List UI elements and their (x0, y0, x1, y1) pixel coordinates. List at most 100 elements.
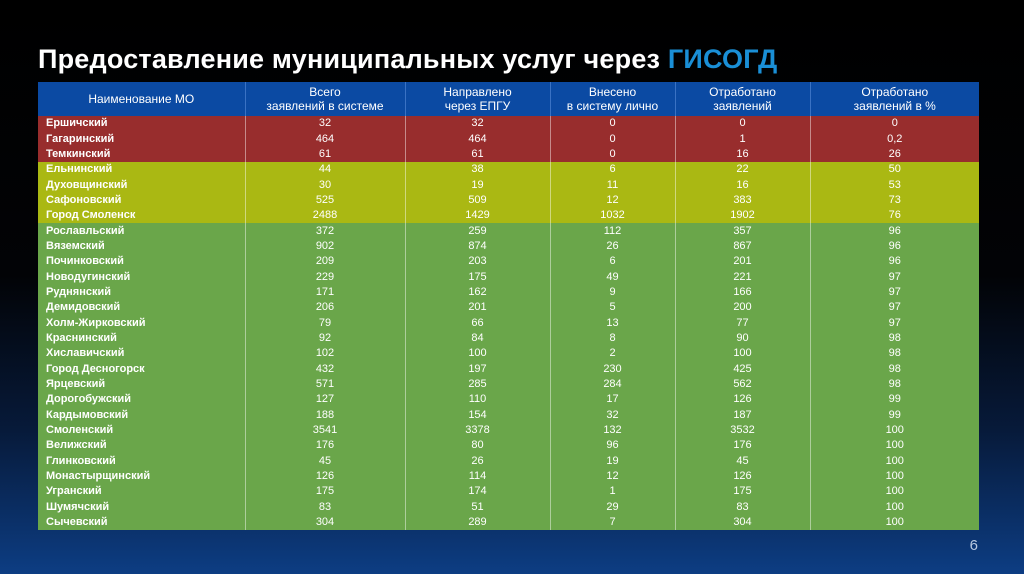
cell-mo-name: Руднянский (38, 284, 246, 301)
cell-epgu: 175 (405, 269, 551, 285)
cell-personal: 284 (550, 376, 676, 393)
header-processed-percent: Отработано заявлений в % (810, 82, 979, 116)
cell-processed-percent: 98 (810, 330, 979, 347)
cell-processed-percent: 98 (810, 361, 979, 377)
cell-mo-name: Сафоновский (38, 192, 246, 209)
cell-epgu: 66 (405, 315, 551, 331)
cell-processed: 176 (675, 438, 811, 454)
cell-personal: 2 (550, 346, 676, 362)
header-line: заявлений в % (853, 99, 936, 113)
cell-total: 171 (245, 284, 406, 301)
cell-epgu: 203 (405, 254, 551, 270)
services-table: Наименование МО Всего заявлений в системе Н… (38, 82, 979, 531)
cell-processed-percent: 98 (810, 376, 979, 393)
cell-epgu: 174 (405, 484, 551, 500)
table-row: Город Десногорск 432 197 230 425 98 (38, 361, 979, 377)
cell-epgu: 3378 (405, 422, 551, 439)
table-row: Вяземский 902 874 26 867 96 (38, 238, 979, 255)
cell-processed-percent: 96 (810, 254, 979, 270)
header-line: заявлений в системе (266, 99, 384, 113)
cell-epgu: 110 (405, 392, 551, 408)
table-row: Город Смоленск 2488 1429 1032 1902 76 (38, 208, 979, 224)
cell-total: 30 (245, 177, 406, 193)
cell-total: 902 (245, 238, 406, 255)
table-row: Сафоновский 525 509 12 383 73 (38, 192, 979, 209)
cell-mo-name: Темкинский (38, 146, 246, 163)
table-row: Починковский 209 203 6 201 96 (38, 254, 979, 270)
cell-epgu: 509 (405, 192, 551, 209)
cell-personal: 1032 (550, 208, 676, 224)
cell-processed: 1 (675, 131, 811, 147)
cell-mo-name: Ельнинский (38, 162, 246, 178)
cell-mo-name: Угранский (38, 484, 246, 500)
table-row: Смоленский 3541 3378 132 3532 100 (38, 422, 979, 439)
cell-mo-name: Новодугинский (38, 269, 246, 285)
table-body: Ершичский 32 32 0 0 0 Гагаринский 464 464 0 1 0,2 Те… (38, 116, 979, 531)
header-personal: Внесено в систему лично (550, 82, 676, 116)
table-row: Рославльский 372 259 112 357 96 (38, 223, 979, 239)
cell-personal: 0 (550, 131, 676, 147)
cell-processed-percent: 100 (810, 422, 979, 439)
cell-processed-percent: 97 (810, 300, 979, 316)
cell-processed-percent: 73 (810, 192, 979, 209)
cell-mo-name: Холм-Жирковский (38, 315, 246, 331)
cell-personal: 13 (550, 315, 676, 331)
cell-processed-percent: 0,2 (810, 131, 979, 147)
cell-total: 126 (245, 468, 406, 485)
cell-mo-name: Рославльский (38, 223, 246, 239)
cell-processed: 22 (675, 162, 811, 178)
cell-mo-name: Краснинский (38, 330, 246, 347)
cell-personal: 132 (550, 422, 676, 439)
cell-epgu: 80 (405, 438, 551, 454)
cell-total: 188 (245, 407, 406, 423)
cell-epgu: 114 (405, 468, 551, 485)
header-total: Всего заявлений в системе (245, 82, 406, 116)
cell-processed-percent: 100 (810, 468, 979, 485)
cell-total: 571 (245, 376, 406, 393)
header-mo-name: Наименование МО (38, 82, 246, 116)
cell-epgu: 100 (405, 346, 551, 362)
cell-total: 175 (245, 484, 406, 500)
cell-mo-name: Вяземский (38, 238, 246, 255)
cell-processed: 16 (675, 146, 811, 163)
header-line: через ЕПГУ (444, 99, 511, 113)
cell-epgu: 1429 (405, 208, 551, 224)
table-row: Духовщинский 30 19 11 16 53 (38, 177, 979, 193)
cell-processed: 221 (675, 269, 811, 285)
cell-personal: 11 (550, 177, 676, 193)
cell-personal: 9 (550, 284, 676, 301)
cell-epgu: 51 (405, 499, 551, 515)
cell-personal: 8 (550, 330, 676, 347)
cell-processed: 126 (675, 468, 811, 485)
cell-epgu: 285 (405, 376, 551, 393)
cell-epgu: 61 (405, 146, 551, 163)
table-row: Угранский 175 174 1 175 100 (38, 484, 979, 500)
cell-processed: 16 (675, 177, 811, 193)
table-row: Шумячский 83 51 29 83 100 (38, 499, 979, 515)
cell-processed: 77 (675, 315, 811, 331)
cell-processed-percent: 100 (810, 438, 979, 454)
header-line: заявлений (713, 99, 772, 113)
table-row: Ельнинский 44 38 6 22 50 (38, 162, 979, 178)
cell-processed: 383 (675, 192, 811, 209)
table-row: Хиславичский 102 100 2 100 98 (38, 346, 979, 362)
cell-processed-percent: 100 (810, 499, 979, 515)
header-processed: Отработано заявлений (675, 82, 811, 116)
table-row: Руднянский 171 162 9 166 97 (38, 284, 979, 301)
cell-personal: 6 (550, 162, 676, 178)
cell-total: 32 (245, 116, 406, 132)
table-header-row: Наименование МО Всего заявлений в системе Н… (38, 82, 979, 116)
cell-mo-name: Ершичский (38, 116, 246, 132)
cell-processed: 126 (675, 392, 811, 408)
table-row: Кардымовский 188 154 32 187 99 (38, 407, 979, 423)
table-row: Краснинский 92 84 8 90 98 (38, 330, 979, 347)
cell-processed-percent: 99 (810, 392, 979, 408)
header-epgu: Направлено через ЕПГУ (405, 82, 551, 116)
cell-epgu: 289 (405, 514, 551, 531)
cell-processed: 100 (675, 346, 811, 362)
cell-epgu: 162 (405, 284, 551, 301)
cell-mo-name: Духовщинский (38, 177, 246, 193)
cell-mo-name: Кардымовский (38, 407, 246, 423)
cell-processed: 1902 (675, 208, 811, 224)
cell-mo-name: Ярцевский (38, 376, 246, 393)
